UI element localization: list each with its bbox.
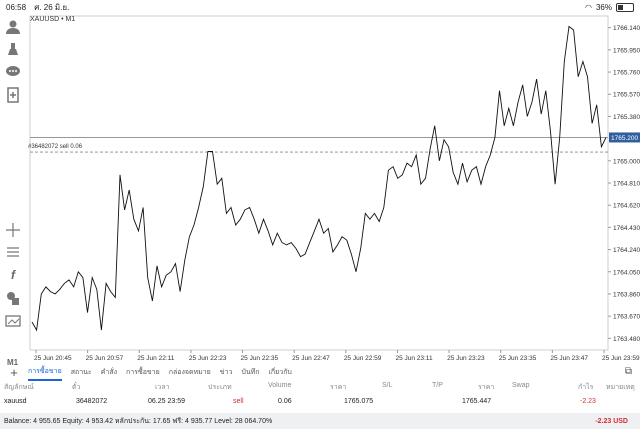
y-tick-label: 1765.380	[613, 114, 640, 121]
header-type: ประเภท	[208, 384, 232, 391]
header-volume: Volume	[268, 382, 292, 389]
terminal-tabs: + การซื้อขาย สถานะ คำสั่ง การซื้อขาย กล่…	[0, 364, 640, 381]
x-tick-label: 25 Jun 22:23	[189, 355, 227, 362]
x-tick-label: 25 Jun 22:59	[344, 355, 382, 362]
y-tick-label: 1764.810	[613, 181, 640, 188]
plot-border	[29, 15, 609, 351]
current-price-label: 1765.200	[611, 135, 638, 142]
y-tick-label: 1766.140	[613, 25, 640, 32]
battery-icon	[616, 2, 634, 12]
terminal-menu-icon[interactable]: ⧉	[624, 366, 632, 377]
timeframe-label[interactable]: M1	[7, 358, 19, 367]
header-sl: S/L	[382, 382, 393, 389]
tab-journal[interactable]: บันทึก	[241, 368, 260, 376]
x-tick-label: 25 Jun 20:45	[34, 355, 72, 362]
y-tick-label: 1765.000	[613, 158, 640, 165]
row-volume: 0.06	[278, 398, 292, 405]
x-tick-label: 25 Jun 23:11	[395, 355, 432, 362]
y-tick-label: 1765.950	[613, 47, 640, 54]
lines-icon[interactable]	[4, 243, 22, 261]
status-bar: 06:58 ศ. 26 มิ.ย. ◠ 36%	[0, 0, 640, 14]
symbol-label: XAUUSD • M1	[30, 16, 76, 23]
x-tick-label: 25 Jun 23:47	[550, 355, 588, 362]
x-tick-label: 25 Jun 22:11	[137, 355, 174, 362]
x-tick-label: 25 Jun 22:35	[241, 355, 279, 362]
function-icon[interactable]: f	[11, 268, 15, 282]
row-current-price: 1765.447	[462, 398, 492, 405]
row-type: sell	[233, 398, 244, 405]
clock: 06:58	[6, 2, 27, 12]
y-tick-label: 1763.670	[613, 314, 640, 321]
row-symbol: xauusd	[4, 398, 27, 405]
balance-summary: Balance: 4 955.65 Equity: 4 953.42 หลักป…	[4, 417, 273, 425]
header-comment: หมายเหตุ	[606, 384, 635, 391]
price-chart[interactable]: 1766.140 1765.950 1765.760 1765.570 1765.380…	[26, 14, 640, 364]
y-tick-label: 1765.760	[613, 70, 640, 77]
table-header: สัญลักษณ์ ตั๋ว เวลา ประเภท Volume ราคา S…	[0, 381, 640, 393]
y-tick-label: 1764.620	[613, 203, 640, 210]
price-series-line	[31, 25, 607, 332]
header-current-price: ราคา	[478, 384, 495, 391]
battery-percent: 36%	[595, 2, 612, 12]
y-tick-label: 1764.050	[613, 269, 640, 276]
hand-icon[interactable]	[4, 40, 22, 58]
order-label[interactable]: #36482072 sell 0.06	[28, 144, 83, 151]
chart-svg: 1766.140 1765.950 1765.760 1765.570 1765.380…	[29, 15, 640, 362]
header-time: เวลา	[155, 384, 170, 391]
x-tick-label: 25 Jun 23:59	[602, 355, 640, 362]
row-ticket: 36482072	[76, 398, 108, 405]
x-tick-label: 25 Jun 22:47	[292, 355, 330, 362]
tab-news[interactable]: ข่าว	[219, 368, 233, 376]
row-time: 06.25 23:59	[148, 398, 185, 405]
tab-mailbox[interactable]: กล่องจดหมาย	[168, 368, 211, 376]
y-tick-label: 1764.430	[613, 225, 640, 232]
shapes-icon[interactable]	[4, 289, 22, 307]
y-tick-label: 1765.570	[613, 92, 640, 99]
tab-about[interactable]: เกี่ยวกับ	[268, 368, 292, 376]
tab-orders[interactable]: คำสั่ง	[100, 368, 118, 376]
crosshair-icon[interactable]	[4, 221, 22, 239]
x-tick-label: 25 Jun 23:23	[447, 355, 485, 362]
wifi-icon: ◠	[585, 2, 592, 12]
table-row[interactable]: xauusd 36482072 06.25 23:59 sell 0.06 17…	[0, 397, 640, 409]
tab-trade[interactable]: การซื้อขาย	[28, 364, 62, 381]
person-icon[interactable]	[4, 18, 22, 36]
left-toolbar: f M1	[0, 14, 26, 367]
chart-type-icon[interactable]	[4, 312, 22, 330]
y-tick-label: 1764.240	[613, 247, 640, 254]
header-price: ราคา	[330, 384, 347, 391]
header-profit: กำไร	[578, 384, 594, 391]
chat-icon[interactable]	[4, 63, 22, 81]
header-tp: T/P	[432, 382, 443, 389]
row-profit: -2.23	[580, 398, 596, 405]
x-tick-label: 25 Jun 23:35	[499, 355, 537, 362]
total-profit: -2.23 USD	[595, 417, 628, 425]
y-tick-label: 1763.860	[613, 291, 640, 298]
y-tick-label: 1763.480	[613, 336, 640, 343]
header-ticket: ตั๋ว	[72, 384, 81, 391]
add-page-icon[interactable]	[4, 86, 22, 104]
tab-history[interactable]: การซื้อขาย	[126, 368, 160, 376]
add-icon[interactable]: +	[10, 364, 18, 380]
header-symbol: สัญลักษณ์	[4, 384, 34, 391]
date: ศ. 26 มิ.ย.	[34, 2, 70, 12]
x-tick-label: 25 Jun 20:57	[86, 355, 124, 362]
balance-bar: Balance: 4 955.65 Equity: 4 953.42 หลักป…	[0, 413, 640, 429]
tab-status[interactable]: สถานะ	[70, 368, 92, 376]
current-price-tag	[609, 132, 640, 143]
row-price: 1765.075	[344, 398, 374, 405]
header-swap: Swap	[512, 382, 530, 389]
